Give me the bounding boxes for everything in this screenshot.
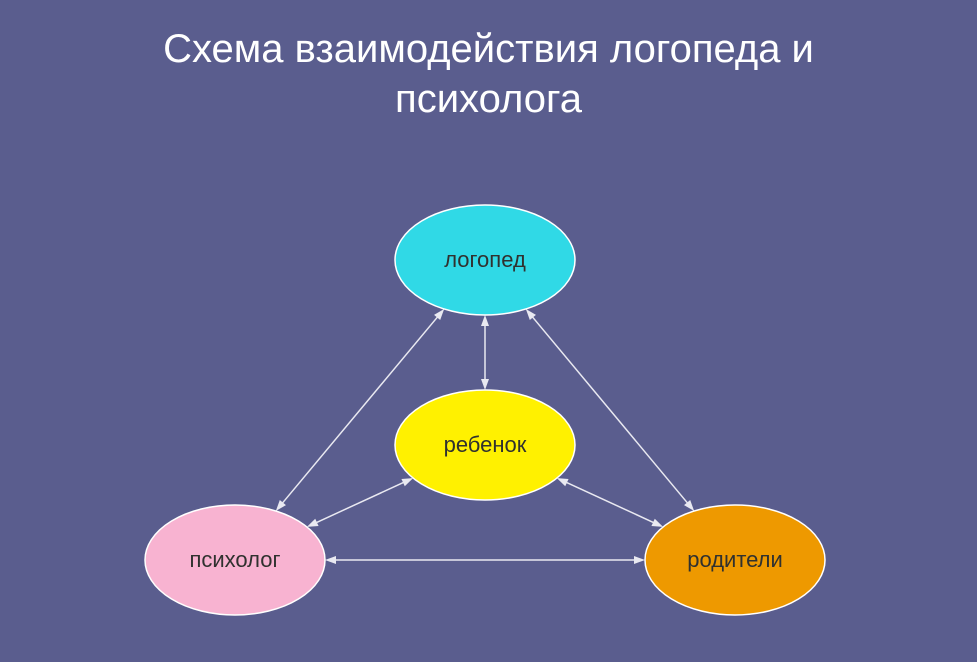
edge-rebenok-psiholog [307, 478, 413, 527]
edge-rebenok-roditeli [557, 478, 663, 527]
node-roditeli [645, 505, 825, 615]
node-logoped [395, 205, 575, 315]
edge-logoped-rebenok [481, 315, 489, 390]
node-psiholog [145, 505, 325, 615]
edge-psiholog-roditeli [325, 556, 645, 564]
slide-title: Схема взаимодействия логопеда и психолог… [0, 24, 977, 124]
nodes-layer [145, 205, 825, 615]
slide-stage: Схема взаимодействия логопеда и психолог… [0, 0, 977, 662]
node-rebenok [395, 390, 575, 500]
